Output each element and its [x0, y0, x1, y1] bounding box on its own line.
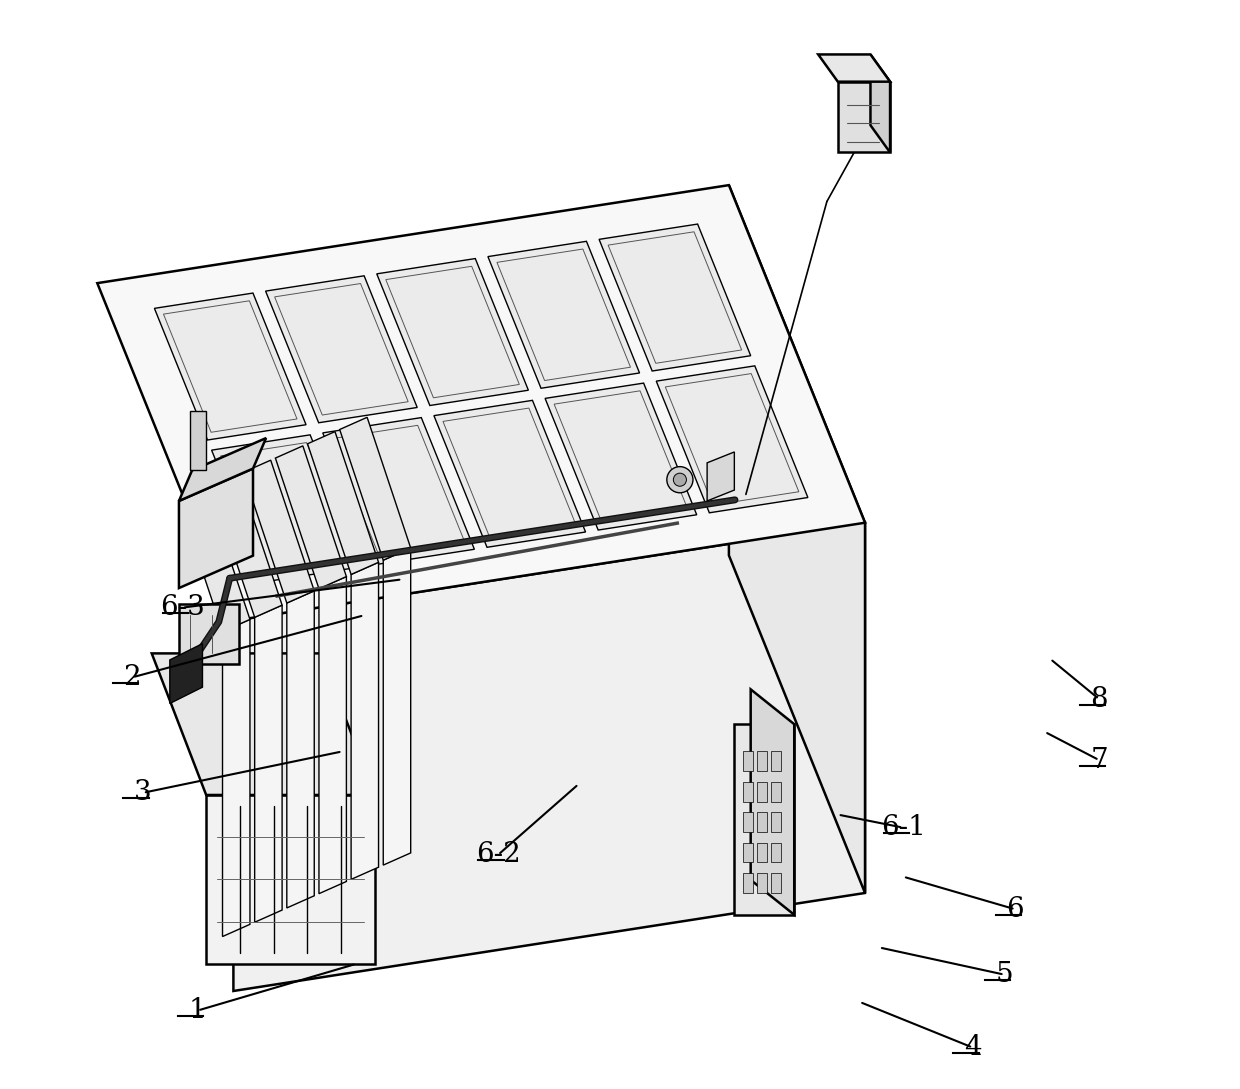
Text: 5: 5 — [996, 962, 1013, 988]
Circle shape — [667, 466, 693, 492]
Text: 4: 4 — [963, 1035, 982, 1061]
Polygon shape — [487, 242, 640, 389]
Bar — [743, 873, 753, 893]
Bar — [758, 782, 768, 802]
Polygon shape — [275, 445, 346, 589]
Bar — [758, 843, 768, 862]
Polygon shape — [286, 591, 314, 908]
Text: 2: 2 — [123, 664, 141, 690]
Polygon shape — [97, 185, 866, 621]
Polygon shape — [656, 366, 808, 513]
Polygon shape — [170, 644, 202, 703]
Polygon shape — [254, 605, 283, 922]
Polygon shape — [322, 417, 475, 564]
Polygon shape — [734, 724, 795, 915]
Circle shape — [673, 473, 687, 486]
Polygon shape — [233, 523, 866, 991]
Polygon shape — [838, 82, 890, 152]
Polygon shape — [351, 562, 378, 880]
Polygon shape — [206, 795, 374, 964]
Text: 6-2: 6-2 — [476, 842, 521, 868]
Polygon shape — [729, 185, 866, 893]
Polygon shape — [179, 438, 267, 501]
Text: 6-3: 6-3 — [160, 595, 205, 621]
Bar — [743, 843, 753, 862]
Text: 3: 3 — [134, 780, 151, 806]
Polygon shape — [319, 576, 346, 894]
Polygon shape — [179, 468, 253, 588]
Bar — [771, 873, 781, 893]
Polygon shape — [308, 431, 378, 575]
Bar — [771, 843, 781, 862]
Polygon shape — [870, 54, 890, 152]
Polygon shape — [265, 276, 417, 423]
Polygon shape — [707, 452, 734, 501]
Text: 7: 7 — [1090, 747, 1109, 773]
Bar — [771, 812, 781, 832]
Text: 6-1: 6-1 — [880, 815, 925, 841]
Polygon shape — [340, 417, 410, 560]
Bar — [758, 751, 768, 771]
Polygon shape — [222, 620, 250, 937]
Polygon shape — [599, 224, 750, 371]
Bar — [743, 782, 753, 802]
Text: 6: 6 — [1007, 896, 1024, 922]
Polygon shape — [212, 435, 363, 582]
Polygon shape — [546, 383, 697, 530]
Polygon shape — [383, 548, 410, 865]
Polygon shape — [190, 411, 206, 470]
Polygon shape — [155, 293, 306, 440]
Text: 8: 8 — [1090, 686, 1109, 712]
Bar — [771, 782, 781, 802]
Polygon shape — [750, 689, 795, 915]
Text: 1: 1 — [188, 998, 206, 1024]
Polygon shape — [377, 258, 528, 405]
Bar — [771, 751, 781, 771]
Polygon shape — [243, 461, 314, 603]
Bar — [743, 751, 753, 771]
Bar — [758, 812, 768, 832]
Polygon shape — [151, 653, 374, 795]
Polygon shape — [179, 604, 239, 664]
Polygon shape — [179, 489, 250, 632]
Polygon shape — [434, 401, 585, 548]
Bar — [743, 812, 753, 832]
Polygon shape — [818, 54, 890, 82]
Bar — [758, 873, 768, 893]
Polygon shape — [211, 475, 283, 617]
